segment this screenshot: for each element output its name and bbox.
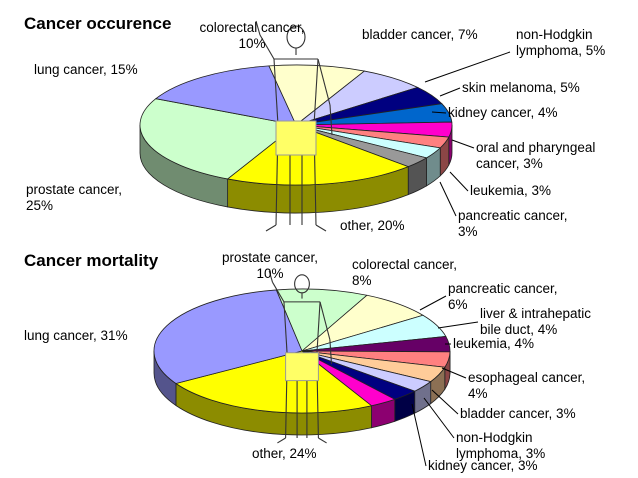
leader-line: [431, 111, 447, 114]
leader-line: [439, 87, 461, 97]
slice-label: pancreatic cancer,: [448, 281, 558, 296]
pie-3d: [153, 288, 451, 436]
leader-line: [437, 321, 479, 329]
slice-label: kidney cancer, 4%: [448, 105, 558, 120]
cancer-mortality-chart: Cancer mortality prostate cancer,10% colo…: [24, 250, 591, 473]
slice-label: lymphoma, 5%: [516, 43, 605, 58]
slice-lung-cancer: [153, 289, 303, 384]
slice-prostate-cancer: [275, 288, 368, 352]
figure-cover-box: [275, 120, 317, 156]
slice-label: prostate cancer,: [26, 182, 122, 197]
leader-line: [439, 181, 457, 217]
slice-label: leukemia, 4%: [453, 336, 534, 351]
leader-line: [423, 397, 455, 439]
slice-label: other, 20%: [340, 218, 405, 233]
figure-cover-box: [285, 352, 319, 382]
slice-label: leukemia, 3%: [470, 183, 551, 198]
slice-label: 3%: [458, 224, 478, 239]
slice-label: oral and pharyngeal: [476, 140, 595, 155]
cancer-occurence-chart: Cancer occurence colorectal cancer,10% bl…: [24, 14, 605, 239]
leader-line: [424, 51, 511, 83]
human-figure-illustration: [255, 20, 333, 232]
slice-label: 4%: [468, 386, 488, 401]
slice-prostate-cancer: [139, 98, 297, 180]
human-figure-illustration: [268, 270, 333, 444]
pie-3d: [139, 64, 453, 214]
leader-line: [411, 403, 427, 467]
slice-other: [226, 124, 410, 186]
slice-label: other, 24%: [252, 446, 317, 461]
slice-label: prostate cancer,: [222, 250, 318, 265]
slice-label: skin melanoma, 5%: [462, 80, 580, 95]
slice-label: bladder cancer, 7%: [362, 27, 478, 42]
leader-line: [451, 139, 475, 149]
slice-label: 8%: [352, 273, 372, 288]
slice-labels: colorectal cancer,10% bladder cancer, 7% n…: [26, 20, 605, 239]
slice-label: lung cancer, 15%: [34, 62, 138, 77]
slice-lung-cancer: [154, 65, 297, 126]
slice-label: cancer, 3%: [476, 156, 543, 171]
slice-labels: prostate cancer,10% colorectal cancer,8% p…: [24, 250, 591, 473]
slice-label: 10%: [256, 266, 283, 281]
slice-label: 6%: [448, 297, 468, 312]
slice-label: bile duct, 4%: [480, 322, 557, 337]
slice-label: colorectal cancer,: [199, 20, 304, 35]
leader-line: [419, 295, 447, 311]
slice-label: 10%: [238, 36, 265, 51]
slice-label: non-Hodgkin: [456, 430, 533, 445]
slice-label: liver & intrahepatic: [480, 306, 591, 321]
slice-label: pancreatic cancer,: [458, 208, 568, 223]
slice-label: esophageal cancer,: [468, 370, 585, 385]
slice-label: non-Hodgkin: [516, 27, 593, 42]
leader-line: [449, 171, 469, 192]
slice-label: colorectal cancer,: [352, 257, 457, 272]
slice-label: kidney cancer, 3%: [428, 458, 538, 473]
slice-label: lung cancer, 31%: [24, 328, 128, 343]
slice-label: lymphoma, 3%: [456, 446, 545, 461]
slice-label: 25%: [26, 198, 53, 213]
slice-other: [174, 350, 373, 414]
leader-line: [441, 367, 467, 379]
chart-title: Cancer mortality: [24, 251, 159, 270]
chart-title: Cancer occurence: [24, 14, 171, 33]
leader-line: [431, 389, 459, 415]
slice-label: bladder cancer, 3%: [460, 406, 576, 421]
